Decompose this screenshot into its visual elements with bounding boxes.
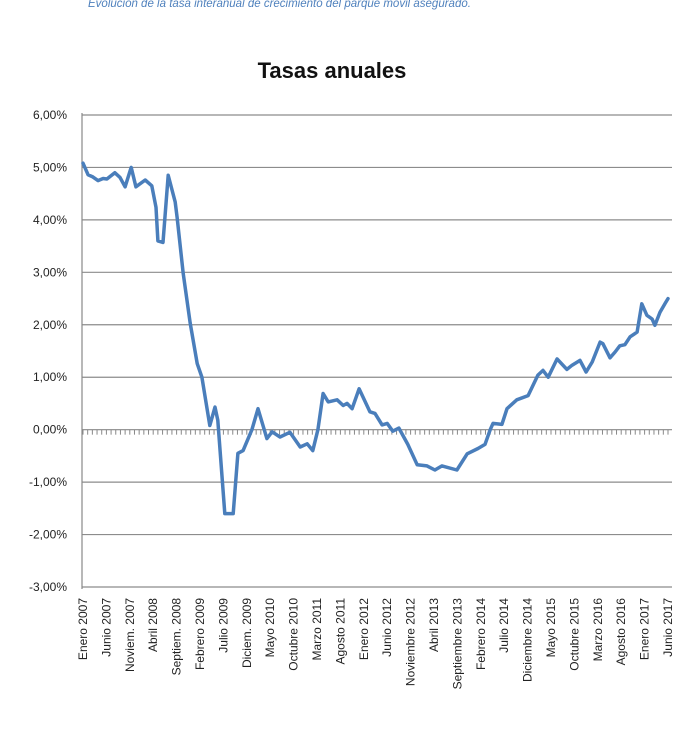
y-tick-label: 6,00% xyxy=(33,108,67,122)
x-tick-label: Abril 2008 xyxy=(146,598,160,652)
y-tick-label: 4,00% xyxy=(33,213,67,227)
x-tick-label: Abril 2013 xyxy=(427,598,441,652)
x-tick-label: Julio 2014 xyxy=(497,598,511,653)
x-tick-label: Junio 2017 xyxy=(661,598,675,657)
y-tick-label: 1,00% xyxy=(33,370,67,384)
x-tick-label: Marzo 2011 xyxy=(310,598,324,661)
x-tick-label: Junio 2007 xyxy=(99,598,113,657)
x-tick-label: Julio 2009 xyxy=(216,598,230,653)
x-tick-label: Marzo 2016 xyxy=(591,598,605,662)
x-tick-label: Febrero 2014 xyxy=(474,598,488,670)
x-tick-label: Enero 2007 xyxy=(76,598,90,660)
x-tick-label: Junio 2012 xyxy=(380,598,394,657)
x-axis-ticks: Enero 2007 Junio 2007 Noviem. 2007 Abril 20… xyxy=(76,598,675,690)
y-tick-label: 2,00% xyxy=(33,318,67,332)
x-tick-label: Octubre 2010 xyxy=(287,598,301,671)
series-line xyxy=(81,161,670,516)
y-tick-label: 0,00% xyxy=(33,423,67,437)
x-tick-label: Octubre 2015 xyxy=(567,598,581,671)
x-tick-label: Diciem. 2009 xyxy=(240,598,254,668)
x-tick-label: Mayo 2010 xyxy=(263,598,277,658)
gridlines xyxy=(81,113,672,589)
x-tick-label: Febrero 2009 xyxy=(193,598,207,670)
x-tick-label: Agosto 2016 xyxy=(614,598,628,666)
y-axis-ticks: 6,00% 5,00% 4,00% 3,00% 2,00% 1,00% 0,00% -1,00… xyxy=(29,108,67,594)
x-tick-label: Agosto 2011 xyxy=(333,598,347,665)
y-tick-label: 3,00% xyxy=(33,265,67,279)
x-tick-label: Diciembre 2014 xyxy=(521,598,535,682)
x-tick-label: Noviembre 2012 xyxy=(404,598,418,686)
y-tick-label: -2,00% xyxy=(29,528,67,542)
x-tick-label: Enero 2012 xyxy=(357,598,371,660)
y-tick-label: -1,00% xyxy=(29,475,67,489)
y-tick-label: 5,00% xyxy=(33,160,67,174)
x-tick-label: Septiembre 2013 xyxy=(450,598,464,690)
x-tick-label: Noviem. 2007 xyxy=(123,598,137,672)
chart-title: Tasas anuales xyxy=(258,58,407,83)
chart-caption: Evolución de la tasa interanual de creci… xyxy=(88,0,471,10)
x-tick-label: Mayo 2015 xyxy=(544,598,558,658)
y-tick-label: -3,00% xyxy=(29,580,67,594)
series-layer xyxy=(81,161,670,516)
x-tick-label: Septiem. 2008 xyxy=(170,598,184,676)
x-tick-label: Enero 2017 xyxy=(638,598,652,660)
